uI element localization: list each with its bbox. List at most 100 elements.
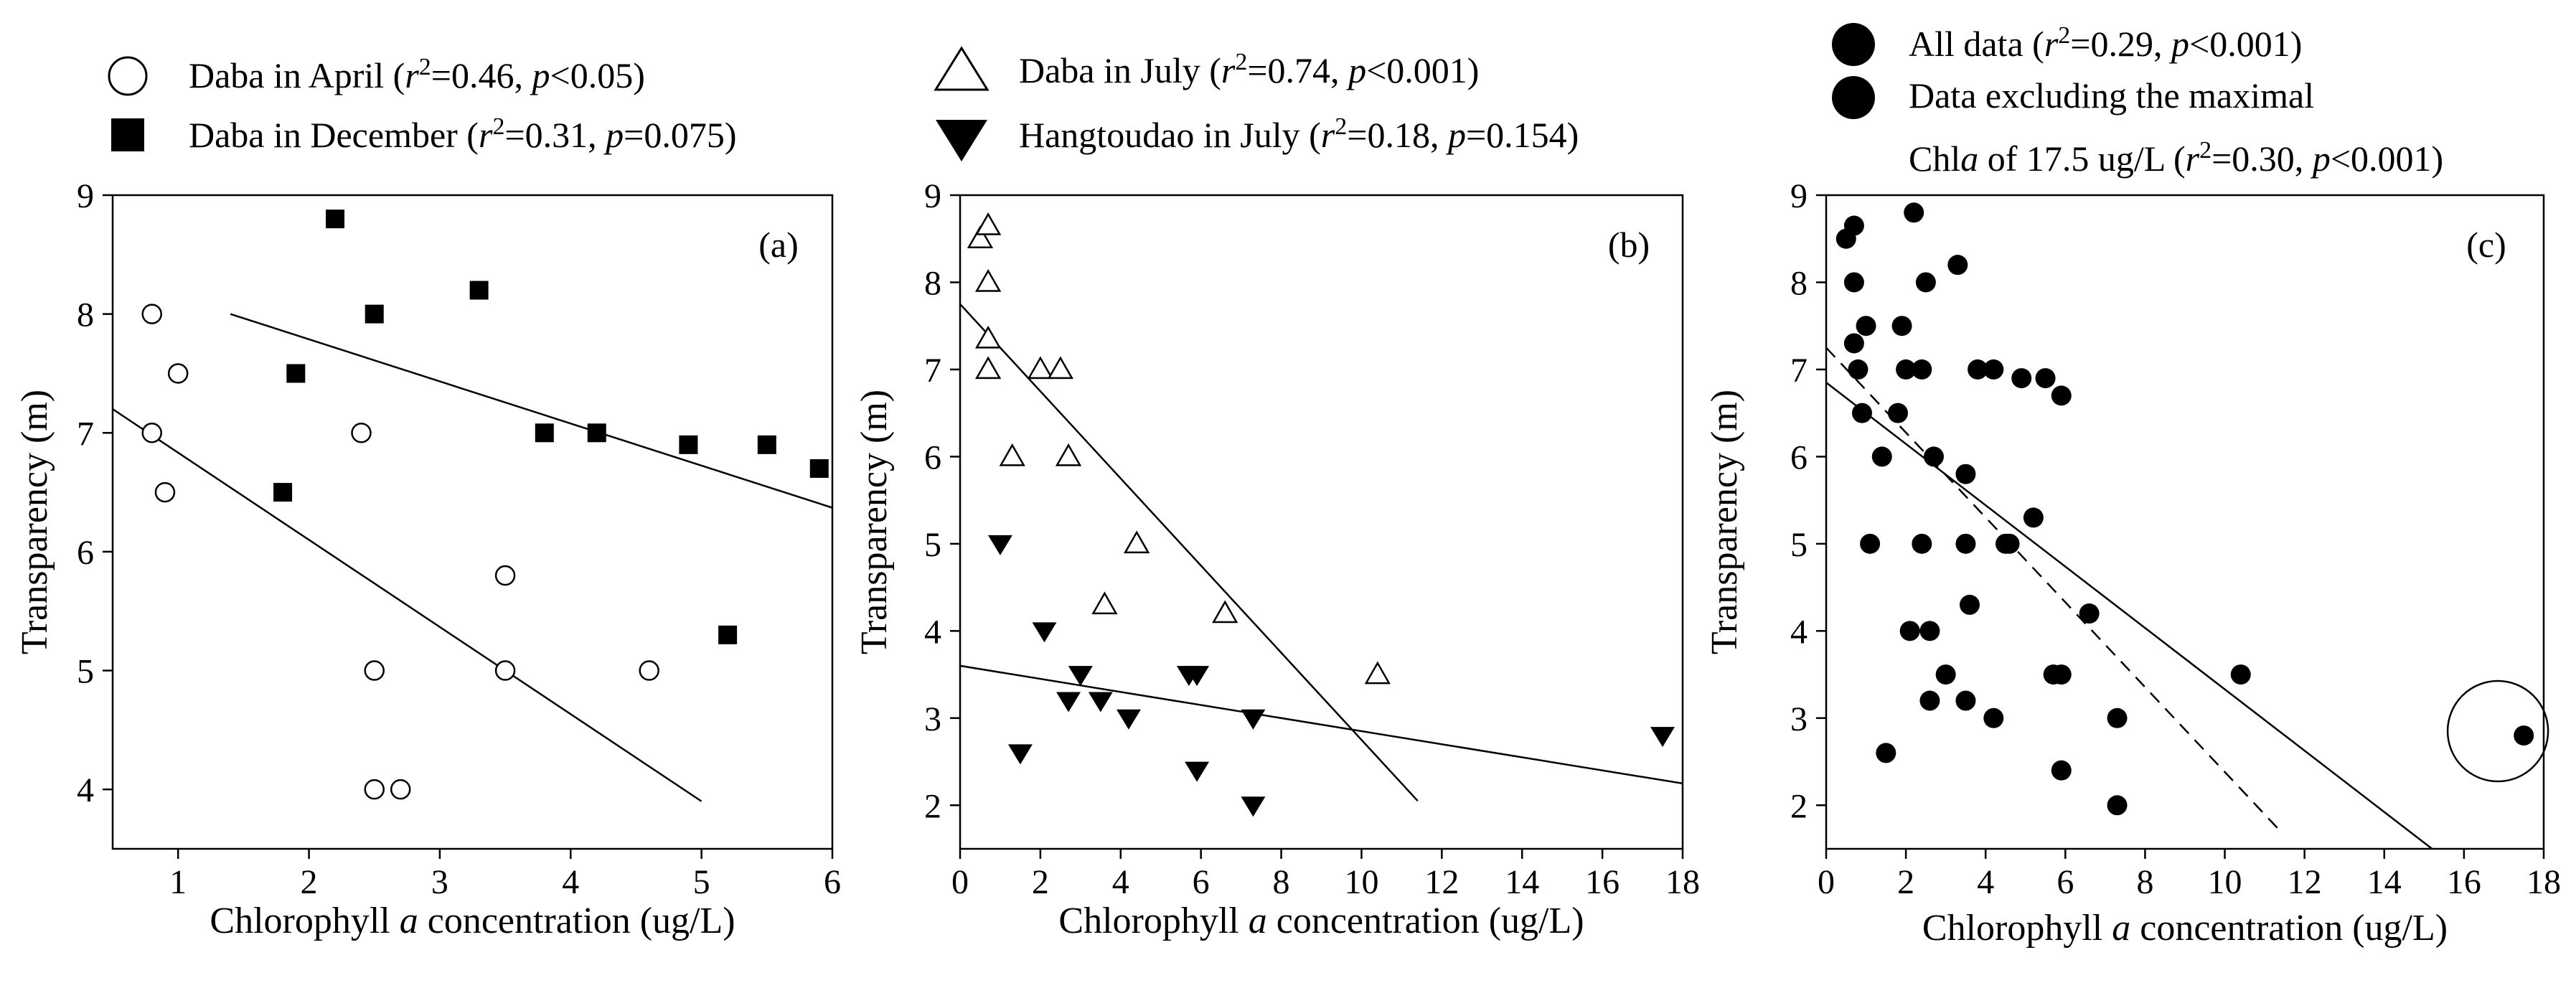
- x-tick-label: 4: [562, 863, 579, 901]
- legend-label-part: All data (: [1909, 24, 2044, 64]
- data-point: [1924, 446, 1944, 467]
- x-tick-label: 5: [693, 863, 710, 901]
- x-axis-label-part: Chlorophyll: [210, 900, 399, 941]
- data-point: [364, 779, 385, 800]
- legend-label: Hangtoudao in July (r2=0.18, p=0.154): [1019, 113, 1579, 156]
- data-point: [535, 423, 554, 443]
- data-point: [975, 268, 1002, 292]
- legend-label-part: <0.05): [550, 55, 645, 95]
- x-tick-label: 0: [951, 863, 969, 901]
- x-tick-label: 8: [1273, 863, 1290, 901]
- legend-label: All data (r2=0.29, p<0.001): [1909, 22, 2302, 65]
- data-point: [2107, 795, 2128, 816]
- data-point: [1843, 333, 1864, 354]
- data-point: [167, 363, 189, 384]
- legend-label: Chla of 17.5 ug/L (r2=0.30, p<0.001): [1909, 137, 2443, 179]
- data-point: [1241, 709, 1266, 730]
- legend-label-part: p: [2311, 138, 2331, 179]
- data-point: [1983, 359, 2004, 380]
- legend-label-part: 2: [1335, 113, 1347, 140]
- data-point: [1007, 744, 1033, 765]
- fit-line: [230, 313, 833, 509]
- legend-label-part: Hangtoudao in July (: [1019, 115, 1321, 155]
- x-axis-label-part: concentration (ug/L): [1267, 900, 1584, 941]
- x-axis-label-part: a: [2112, 908, 2130, 949]
- x-axis-label: Chlorophyll a concentration (ug/L): [1922, 908, 2448, 949]
- legend-label-part: of 17.5 ug/L (: [1978, 138, 2185, 179]
- data-point: [1915, 272, 1936, 293]
- legend-label-part: p: [603, 115, 624, 155]
- x-tick-label: 18: [2526, 863, 2561, 901]
- data-point: [2514, 725, 2534, 746]
- legend-label: Daba in July (r2=0.74, p<0.001): [1019, 49, 1479, 91]
- legend-label-part: 2: [1235, 49, 1247, 75]
- data-point: [1891, 316, 1912, 337]
- legend-label-part: r: [2044, 24, 2059, 64]
- fit-line-dashed: [1825, 347, 2282, 832]
- data-point: [1364, 661, 1391, 685]
- data-point: [494, 565, 516, 586]
- data-point: [469, 281, 489, 300]
- data-point: [1983, 707, 2004, 728]
- fit-line: [959, 664, 1683, 785]
- y-tick-label: 2: [1790, 787, 1808, 825]
- x-axis-label: Chlorophyll a concentration (ug/L): [1058, 900, 1584, 941]
- annotation-circle: [2446, 679, 2549, 783]
- data-point: [2230, 664, 2251, 685]
- data-point: [1876, 743, 1896, 763]
- data-point: [273, 483, 293, 502]
- y-tick-label: 2: [924, 787, 941, 825]
- x-tick-label: 8: [2136, 863, 2153, 901]
- y-axis-label: Transparency (m): [1704, 390, 1745, 654]
- x-tick-label: 6: [1193, 863, 1210, 901]
- data-point: [326, 210, 345, 229]
- data-point: [1999, 533, 2020, 554]
- data-point: [1650, 727, 1675, 748]
- legend-label-part: <0.001): [2331, 138, 2443, 179]
- legend-label-part: r: [2186, 138, 2200, 179]
- y-tick-label: 9: [1790, 177, 1808, 215]
- legend-label-part: r: [1221, 50, 1236, 90]
- y-tick-label: 8: [1790, 264, 1808, 302]
- data-point: [757, 435, 776, 454]
- y-tick-label: 7: [77, 415, 94, 453]
- y-tick-label: 3: [1790, 700, 1808, 738]
- x-tick-label: 12: [2288, 863, 2322, 901]
- fit-line: [959, 303, 1419, 802]
- data-point: [1856, 316, 1876, 337]
- legend-label: Daba in December (r2=0.31, p=0.075): [189, 113, 737, 156]
- data-point: [390, 779, 411, 800]
- x-tick-label: 3: [431, 863, 448, 901]
- legend-label-part: =0.075): [624, 115, 736, 155]
- legend-label-part: r: [479, 115, 493, 155]
- legend-label-part: Daba in April (: [189, 55, 405, 95]
- x-axis-label-part: concentration (ug/L): [2130, 908, 2448, 949]
- legend-label-part: =0.46,: [431, 55, 532, 95]
- panel-label: (b): [1608, 225, 1650, 265]
- data-point: [1912, 359, 1932, 380]
- x-tick-label: 16: [1585, 863, 1620, 901]
- data-point: [494, 660, 516, 681]
- legend-label: Daba in April (r2=0.46, p<0.05): [189, 54, 645, 96]
- legend-label-part: a: [1960, 138, 1978, 179]
- y-axis-label: Transparency (m): [14, 390, 55, 654]
- panel-label: (a): [758, 225, 799, 265]
- y-tick-label: 5: [1790, 526, 1808, 564]
- data-point: [639, 660, 659, 681]
- y-tick-label: 3: [924, 700, 941, 738]
- y-tick-label: 9: [77, 177, 94, 215]
- data-point: [141, 304, 162, 324]
- legend-label-part: =0.31,: [504, 115, 606, 155]
- panel-a: 1 2 3 4 5 6 4 5 6 7 8 9 Chlorophyll a concentration …: [14, 54, 841, 942]
- y-tick-label: 6: [1790, 438, 1808, 476]
- legend-marker: [934, 46, 989, 91]
- data-point: [286, 364, 306, 383]
- y-tick-label: 8: [924, 264, 941, 302]
- data-point: [975, 356, 1002, 380]
- data-point: [1047, 356, 1074, 380]
- legend-label-part: 2: [2199, 137, 2211, 164]
- y-tick-label: 4: [924, 613, 941, 651]
- x-tick-label: 4: [1977, 863, 1994, 901]
- y-tick-label: 4: [1790, 613, 1808, 651]
- legend-marker: [1832, 76, 1875, 119]
